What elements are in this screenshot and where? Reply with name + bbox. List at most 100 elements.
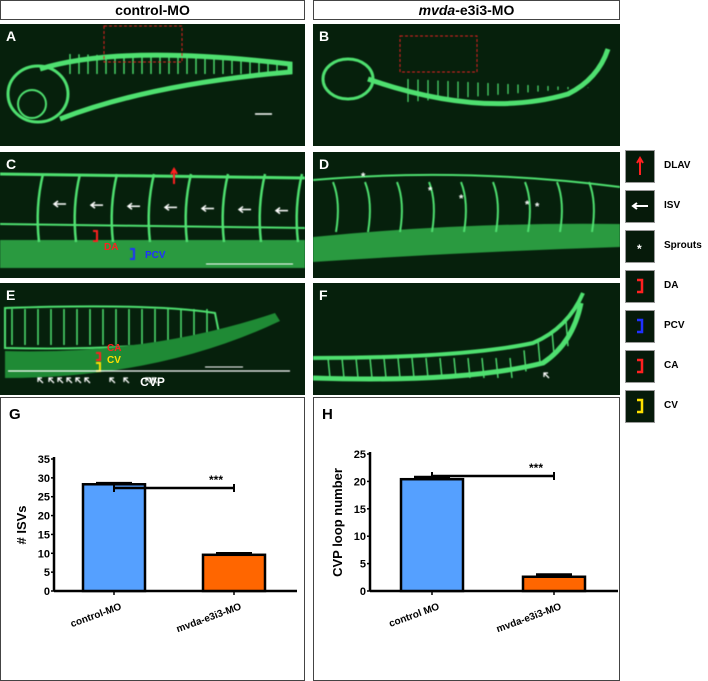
bracket-icon (637, 398, 644, 414)
legend-swatch-pcv (625, 310, 655, 343)
vessel (313, 173, 620, 188)
white-left-arrow-icon (631, 202, 648, 210)
bracket-icon (637, 318, 644, 334)
isv-arrow (89, 201, 103, 209)
significance-label: *** (209, 473, 223, 487)
y-tick-label: 0 (44, 586, 50, 598)
header-mvda-suffix: -e3i3-MO (455, 2, 515, 18)
isv (495, 357, 499, 379)
chart-h: H 0 5 10 15 20 25 CVP loop number control MO mvda… (313, 397, 620, 681)
legend-swatch-isv (625, 190, 655, 223)
isv (364, 181, 371, 233)
x-tick-label: control-MO (69, 601, 123, 630)
asterisk-icon: * (637, 242, 642, 256)
caudal-vessel (313, 302, 584, 382)
bar-control-MO (81, 483, 147, 593)
isv (221, 173, 230, 243)
bar-mvda-e3i3-MO (201, 553, 267, 593)
legend-swatch-da (625, 270, 655, 303)
cvp-arrow (84, 377, 91, 384)
panel-label-h: H (322, 406, 333, 423)
sprout-asterisk: * (535, 201, 540, 213)
y-tick-label: 10 (354, 531, 366, 543)
ca-bracket (96, 352, 101, 361)
zoom-region-box (399, 35, 478, 73)
panel-a-image: A (0, 24, 305, 146)
bracket-icon (637, 318, 644, 334)
isv-arrow (237, 205, 251, 214)
cv-label: CV (107, 355, 121, 366)
isv (524, 181, 531, 233)
cvp-arrow (109, 377, 116, 384)
cvp-arrow (37, 377, 44, 384)
isv (397, 357, 401, 379)
asterisk-icon: * (637, 242, 642, 256)
legend-label: DA (664, 280, 679, 291)
isv (453, 357, 457, 379)
legend-swatch-sprouts: * (625, 230, 655, 263)
significance-label: *** (529, 461, 543, 475)
panel-label-a: A (6, 28, 17, 44)
legend-label: PCV (664, 320, 685, 331)
sprout-asterisk: * (525, 199, 530, 211)
cvp-label: CVP (140, 375, 165, 389)
header-control-label: control-MO (115, 2, 190, 18)
zoom-region-box (103, 25, 183, 63)
y-axis-label: CVP loop number (330, 468, 345, 577)
panel-label-f: F (319, 287, 328, 303)
sprout-asterisk: * (459, 193, 464, 205)
isv-arrow (274, 207, 288, 215)
da-bracket (93, 230, 98, 242)
micrograph (313, 292, 585, 382)
head (321, 57, 375, 101)
trunk (313, 292, 585, 360)
header-control: control-MO (0, 0, 305, 20)
dlav-arrow (170, 167, 178, 184)
legend-label: DLAV (664, 160, 691, 171)
chart-g: G 0 5 10 15 20 25 30 35 # ISVs control-MO mvda-e3i3… (0, 397, 305, 681)
y-tick-label: 5 (44, 567, 50, 579)
panel-e-image: E CA CV (0, 283, 305, 395)
panel-label-b: B (319, 28, 330, 44)
micrograph (4, 305, 290, 384)
isv (425, 357, 429, 379)
bar-control MO (399, 477, 465, 593)
y-axis-label: # ISVs (14, 505, 29, 544)
cvp-arrow (145, 377, 152, 384)
isv (481, 357, 485, 379)
isv-arrow (163, 203, 177, 211)
y-tick-label: 25 (38, 492, 50, 504)
y-tick-label: 0 (360, 586, 366, 598)
vessel (0, 223, 305, 229)
isv (73, 173, 82, 243)
cvp-arrow (48, 377, 55, 384)
isv (492, 181, 499, 233)
legend-label: CV (664, 400, 678, 411)
y-tick-label: 20 (354, 476, 366, 488)
header-mvda-gene: mvda (418, 2, 456, 18)
legend-label: CA (664, 360, 679, 371)
isv (509, 357, 513, 379)
isv (369, 357, 373, 379)
red-up-arrow-icon (636, 156, 644, 175)
isv-arrow (200, 204, 214, 213)
ca-label: CA (107, 343, 122, 354)
x-tick-label: control MO (388, 601, 442, 629)
cvp-arrow (123, 377, 130, 384)
cvp-arrow (66, 377, 73, 384)
isv (110, 173, 119, 243)
isv-arrow (52, 200, 66, 208)
y-tick-label: 5 (360, 559, 366, 571)
isv (551, 330, 555, 355)
isv (327, 357, 331, 379)
isv (341, 357, 345, 379)
axial-vessels (313, 223, 620, 262)
cvp-arrow (75, 377, 82, 384)
panel-label-e: E (6, 287, 16, 303)
isv (588, 181, 595, 233)
sprout-asterisk: * (428, 185, 433, 197)
isv (383, 357, 387, 379)
x-tick-label: mvda-e3i3-MO (175, 601, 243, 635)
caudal-plexus (5, 313, 280, 378)
